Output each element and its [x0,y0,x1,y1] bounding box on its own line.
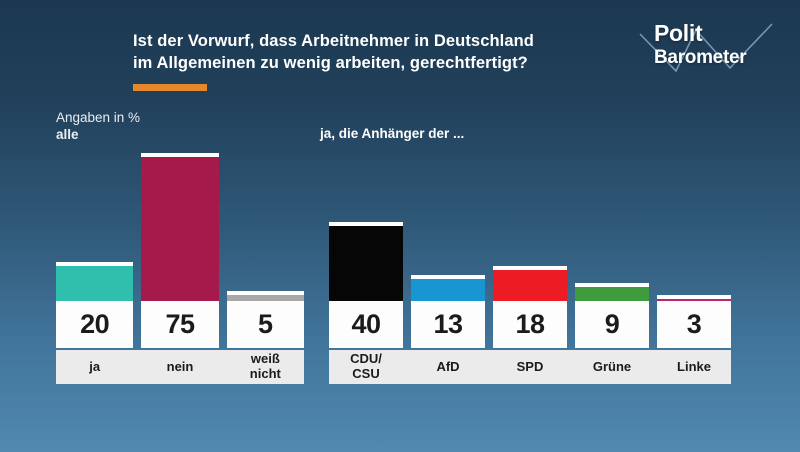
bar-value-panel: 5 [226,301,304,348]
bar-column[interactable]: 18 [493,148,567,382]
label-strip-anhaenger: CDU/CSU AfD SPD Grüne Linke [329,350,731,384]
bar-cap [575,283,649,288]
chart-panel-alle: 20 75 5 ja nein weiß nicht [56,148,304,384]
bar-label-spd: SPD [493,350,567,384]
bar-label-nein: nein [141,350,218,384]
polit-barometer-logo: Polit Barometer [638,16,788,76]
bar-fill [575,287,649,301]
bar-afd [411,275,485,301]
bar-cap [657,295,731,300]
bar-label-text: weiß nicht [249,351,281,381]
bar-value: 3 [686,309,702,339]
bar-value-panel: 9 [575,301,649,348]
bar-cap [411,275,485,280]
bar-value-panel: 75 [141,301,219,348]
bar-column[interactable]: 40 [329,148,403,382]
bar-value-panel: 40 [329,301,403,348]
bar-value: 13 [433,309,463,339]
bar-fill [411,279,485,301]
bar-column[interactable]: 9 [575,148,649,382]
bar-nein [141,153,219,301]
bar-value-panel: 18 [493,301,567,348]
bar-fill [329,226,403,301]
bar-cdu-csu [329,222,403,301]
title-accent-bar [133,84,207,91]
bar-value: 5 [258,309,273,339]
bars-row-alle: 20 75 5 [56,148,304,382]
bar-label-text: nein [166,358,194,374]
bar-fill [657,299,731,301]
bar-label-linke: Linke [657,350,731,384]
bar-label-wei-nicht: weiß nicht [227,350,304,384]
checkmark-icon [639,23,773,73]
page-title-line-1: Ist der Vorwurf, dass Arbeitnehmer in De… [133,32,534,50]
bar-label-gr-ne: Grüne [575,350,649,384]
bar-cap [56,261,134,266]
bar-cap [329,222,403,227]
bar-cap [493,265,567,270]
bar-label-text: ja [89,358,101,374]
page-title: Ist der Vorwurf, dass Arbeitnehmer in De… [133,31,623,75]
bar-value: 75 [165,309,195,339]
bar-column[interactable]: 5 [226,148,304,382]
right-group-label: ja, die Anhänger der ... [320,126,465,141]
logo-line-barometer: Barometer [654,47,747,68]
bar-value-panel: 20 [56,301,134,348]
bar-label-text: Grüne [592,358,632,374]
label-strip-alle: ja nein weiß nicht [56,350,304,384]
bar-value: 18 [515,309,545,339]
bar-value-panel: 3 [657,301,731,348]
logo-text: Polit Barometer [654,20,747,68]
bar-column[interactable]: 13 [411,148,485,382]
bar-label-ja: ja [56,350,133,384]
bar-label-afd: AfD [411,350,485,384]
bar-label-text: AfD [436,358,460,374]
bar-cap [226,291,304,296]
bar-value-panel: 13 [411,301,485,348]
header: Ist der Vorwurf, dass Arbeitnehmer in De… [0,0,800,100]
bar-value: 9 [604,309,620,339]
logo-line-polit: Polit [654,20,703,46]
bar-linke [657,295,731,301]
bar-value: 40 [351,309,381,339]
bar-fill [141,157,219,301]
bar-gr-ne [575,283,649,301]
bar-label-text: CDU/CSU [350,351,382,381]
units-caption: Angaben in % alle [56,110,140,143]
bar-wei-nicht [226,291,304,301]
bar-column[interactable]: 75 [141,148,219,382]
chart-panel-anhaenger: 40 13 18 9 3 CDU/CSU AfD SPD Grüne Linke [329,148,731,384]
bar-ja [56,261,134,301]
bar-fill [226,295,304,301]
bar-value: 20 [80,309,110,339]
bar-label-text: SPD [516,358,544,374]
left-group-label: alle [56,126,79,142]
bar-column[interactable]: 3 [657,148,731,382]
bars-row-anhaenger: 40 13 18 9 3 [329,148,731,382]
units-label: Angaben in % [56,110,141,125]
bar-fill [493,269,567,301]
bar-label-text: Linke [677,358,711,374]
bar-label-cdu-csu: CDU/CSU [329,350,403,384]
page-title-line-2: im Allgemeinen zu wenig arbeiten, gerech… [133,53,528,72]
bar-spd [493,265,567,301]
bar-fill [56,265,134,301]
bar-column[interactable]: 20 [56,148,134,382]
bar-cap [141,153,219,158]
